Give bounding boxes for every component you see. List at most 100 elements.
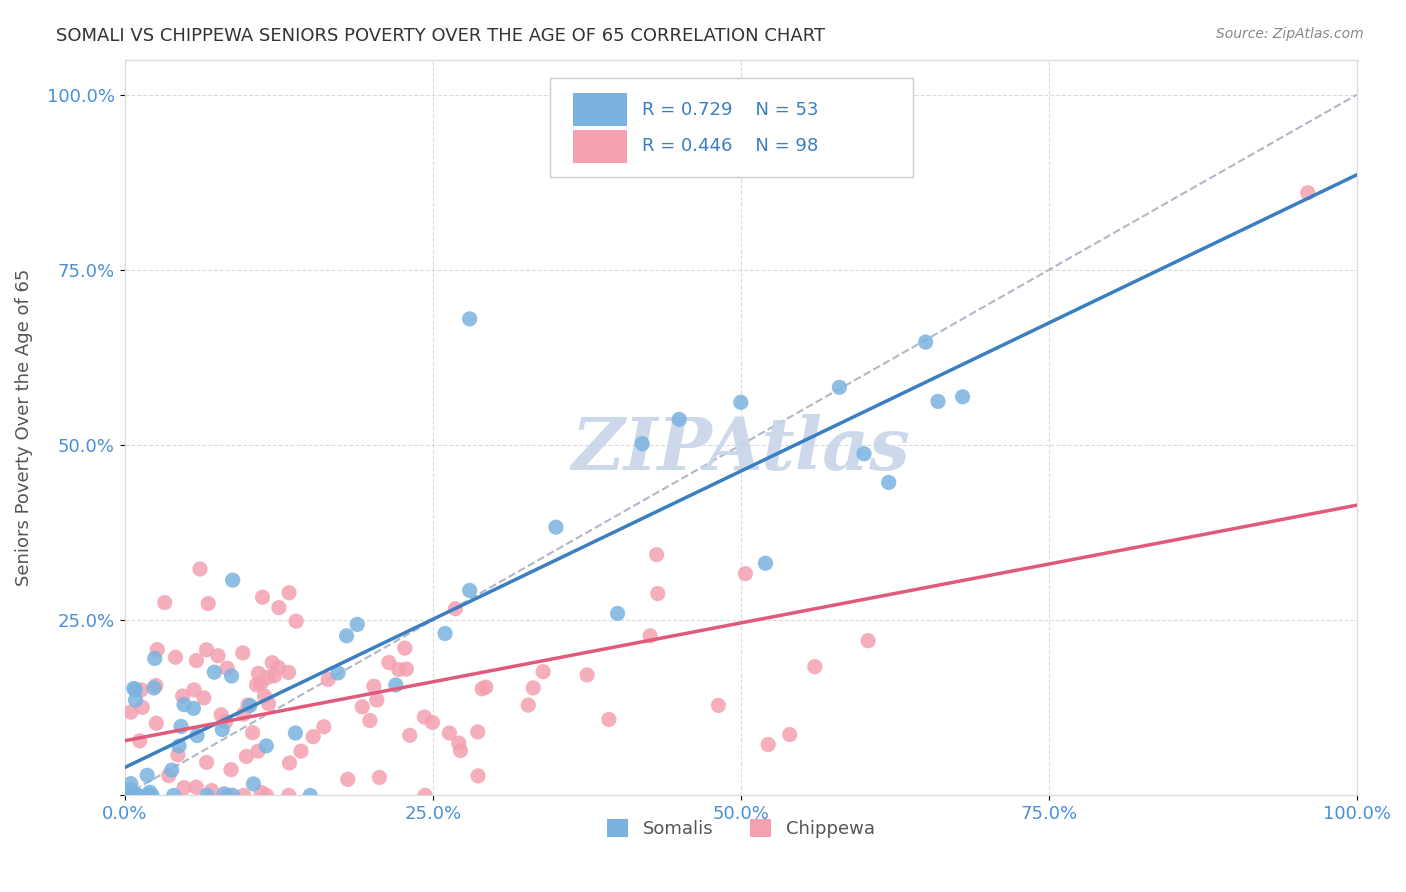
Text: R = 0.446    N = 98: R = 0.446 N = 98 xyxy=(643,137,818,155)
Somalis xyxy=(242,777,264,791)
Chippewa xyxy=(131,700,153,714)
Somalis xyxy=(122,681,145,696)
Somalis xyxy=(120,783,142,797)
Chippewa xyxy=(129,682,152,697)
Somalis xyxy=(914,334,936,349)
Somalis xyxy=(183,701,205,715)
Y-axis label: Seniors Poverty Over the Age of 65: Seniors Poverty Over the Age of 65 xyxy=(15,268,32,586)
Chippewa xyxy=(779,728,801,742)
Chippewa xyxy=(277,665,299,680)
Chippewa xyxy=(359,714,381,728)
Chippewa xyxy=(267,660,290,674)
Text: R = 0.729    N = 53: R = 0.729 N = 53 xyxy=(643,101,818,119)
Somalis xyxy=(186,729,208,743)
Somalis xyxy=(631,436,654,450)
Chippewa xyxy=(366,693,388,707)
Chippewa xyxy=(394,641,416,656)
Chippewa xyxy=(201,783,224,797)
Chippewa xyxy=(145,716,167,731)
Chippewa xyxy=(128,734,150,748)
Chippewa xyxy=(277,789,299,803)
Somalis xyxy=(170,719,193,733)
Chippewa xyxy=(247,744,270,758)
Chippewa xyxy=(517,698,540,713)
Chippewa xyxy=(756,738,779,752)
Chippewa xyxy=(378,656,401,670)
Chippewa xyxy=(183,682,205,697)
Chippewa xyxy=(157,768,180,782)
Chippewa xyxy=(388,663,411,677)
Chippewa xyxy=(368,771,391,785)
Chippewa xyxy=(120,705,142,719)
Chippewa xyxy=(447,736,470,750)
Chippewa xyxy=(467,725,489,739)
Chippewa xyxy=(135,789,157,803)
Chippewa xyxy=(638,629,661,643)
Somalis xyxy=(202,665,225,680)
Chippewa xyxy=(197,597,219,611)
Text: SOMALI VS CHIPPEWA SENIORS POVERTY OVER THE AGE OF 65 CORRELATION CHART: SOMALI VS CHIPPEWA SENIORS POVERTY OVER … xyxy=(56,27,825,45)
Chippewa xyxy=(236,698,259,712)
Somalis xyxy=(221,789,243,803)
Somalis xyxy=(606,607,628,621)
Chippewa xyxy=(413,710,436,724)
Somalis xyxy=(336,629,359,643)
Chippewa xyxy=(804,659,827,673)
Chippewa xyxy=(522,681,544,695)
Chippewa xyxy=(398,728,420,742)
Chippewa xyxy=(166,747,188,762)
FancyBboxPatch shape xyxy=(574,94,627,126)
Somalis xyxy=(284,726,307,740)
Somalis xyxy=(828,380,851,394)
Chippewa xyxy=(1296,186,1319,200)
Chippewa xyxy=(278,756,301,770)
Chippewa xyxy=(235,749,257,764)
Chippewa xyxy=(232,789,254,803)
Chippewa xyxy=(250,676,273,690)
Chippewa xyxy=(145,679,167,693)
Chippewa xyxy=(250,786,273,800)
Chippewa xyxy=(253,689,276,703)
Somalis xyxy=(143,651,166,665)
Somalis xyxy=(544,520,567,534)
Somalis xyxy=(221,573,243,587)
Somalis xyxy=(120,789,142,803)
Chippewa xyxy=(195,642,218,657)
Somalis xyxy=(927,394,949,409)
Chippewa xyxy=(217,789,239,803)
Chippewa xyxy=(363,679,385,693)
Chippewa xyxy=(125,789,148,803)
Somalis xyxy=(458,583,481,598)
Chippewa xyxy=(186,654,208,668)
Chippewa xyxy=(257,697,280,711)
Chippewa xyxy=(252,591,274,605)
Somalis xyxy=(239,698,262,713)
Somalis xyxy=(384,678,406,692)
Chippewa xyxy=(257,670,280,684)
Somalis xyxy=(127,789,149,803)
Chippewa xyxy=(122,789,145,803)
Somalis xyxy=(211,723,233,737)
Chippewa xyxy=(312,720,335,734)
Somalis xyxy=(124,693,146,707)
Somalis xyxy=(221,669,243,683)
Chippewa xyxy=(467,769,489,783)
Somalis xyxy=(120,789,142,803)
Chippewa xyxy=(734,566,756,581)
Chippewa xyxy=(531,665,554,679)
Chippewa xyxy=(647,586,669,600)
Chippewa xyxy=(173,780,195,795)
Somalis xyxy=(124,682,146,697)
FancyBboxPatch shape xyxy=(574,130,627,162)
Chippewa xyxy=(120,789,142,803)
Legend: Somalis, Chippewa: Somalis, Chippewa xyxy=(599,812,882,846)
Chippewa xyxy=(209,707,232,722)
Chippewa xyxy=(153,596,176,610)
Somalis xyxy=(173,698,195,712)
Chippewa xyxy=(395,662,418,676)
Somalis xyxy=(458,311,481,326)
Somalis xyxy=(877,475,900,490)
Somalis xyxy=(853,447,876,461)
Chippewa xyxy=(247,666,270,681)
Chippewa xyxy=(449,743,471,757)
